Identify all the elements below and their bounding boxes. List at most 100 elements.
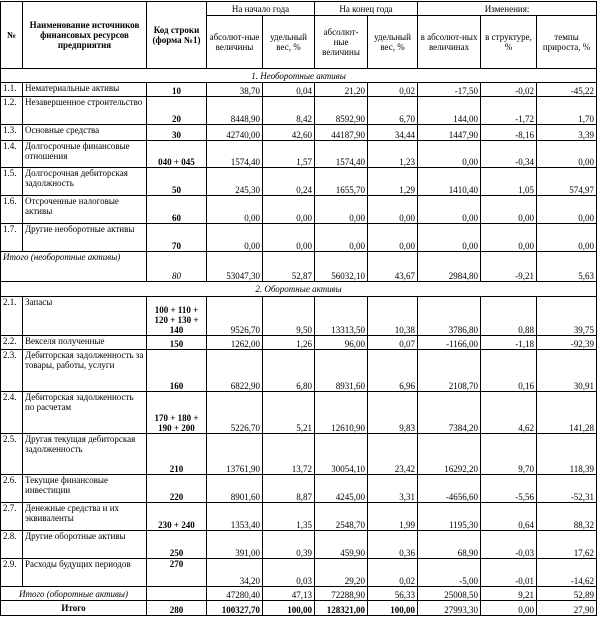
cell-share-end: 0,36	[367, 530, 419, 559]
cell-change-abs: 0,00	[417, 195, 482, 224]
cell-share-start: 13,72	[261, 433, 316, 475]
cell-abs-end: 8592,90	[314, 96, 369, 125]
row-index: 2.2.	[0, 335, 23, 350]
cell-abs-end: 128321,00	[314, 600, 369, 616]
cell-abs-start: 5226,70	[206, 391, 263, 434]
row-name: Другая текущая дебиторская задолженность	[22, 433, 147, 475]
row-index: 2.3.	[0, 349, 23, 392]
cell-change-rate: 30,91	[536, 349, 597, 392]
cell-change-abs: 2984,80	[417, 251, 482, 282]
header-name: Наименование источников финансовых ресур…	[22, 1, 147, 69]
row-name: Запасы	[22, 296, 147, 336]
cell-change-structure: 9,21	[480, 586, 538, 601]
row-index: 1.7.	[0, 223, 23, 252]
cell-share-end: 10,38	[367, 296, 419, 336]
cell-change-structure: 0,88	[480, 296, 538, 336]
row-code: 270	[146, 558, 207, 587]
cell-change-structure: -9,21	[480, 251, 538, 282]
cell-abs-start: 1262,00	[206, 335, 263, 350]
table-row: 2.6. Текущие финансовые инвестиции 220 8…	[0, 474, 597, 503]
cell-share-start: 6,80	[261, 349, 316, 392]
row-index: 1.3.	[0, 124, 23, 141]
header-changes: Изменения:	[417, 1, 597, 16]
header-abs-start: абсолют-ные величины	[206, 15, 263, 69]
cell-change-abs: 0,00	[417, 140, 482, 168]
section-title-noncurrent: 1. Необоротные активы	[0, 68, 597, 83]
row-code: 50	[146, 167, 207, 196]
cell-change-abs: 7384,20	[417, 391, 482, 434]
cell-change-structure: 0,64	[480, 502, 538, 531]
row-code: 160	[146, 349, 207, 392]
row-code: 80	[146, 251, 207, 282]
cell-abs-start: 391,00	[206, 530, 263, 559]
row-name: Долгосрочные финансовые отношения	[22, 140, 147, 168]
header-share-end: удельный вес, %	[367, 15, 419, 69]
cell-abs-start: 42740,00	[206, 124, 263, 141]
cell-change-abs: -4656,60	[417, 474, 482, 503]
row-name: Основные средства	[22, 124, 147, 141]
cell-abs-end: 30054,10	[314, 433, 369, 475]
cell-share-end: 3,31	[367, 474, 419, 503]
cell-share-end: 23,42	[367, 433, 419, 475]
cell-share-end: 43,67	[367, 251, 419, 282]
row-code: 70	[146, 223, 207, 252]
cell-abs-start: 0,00	[206, 195, 263, 224]
header-share-start: удельный вес, %	[261, 15, 316, 69]
row-code: 10	[146, 82, 207, 97]
cell-change-rate: 0,00	[536, 140, 597, 168]
total-row-noncurrent: Итого (необоротные активы) 80 53047,30 5…	[0, 251, 597, 282]
header-change-structure: в структуре, %	[480, 15, 538, 69]
table-row: 2.1. Запасы 100 + 110 + 120 + 130 + 140 …	[0, 296, 597, 336]
total-label: Итого (оборотные активы)	[0, 586, 147, 601]
row-code: 150	[146, 335, 207, 350]
cell-abs-end: 0,00	[314, 195, 369, 224]
cell-change-rate: 17,62	[536, 530, 597, 559]
cell-change-rate: 0,00	[536, 223, 597, 252]
table-row: 2.4. Дебиторская задолженность по расчет…	[0, 391, 597, 434]
cell-change-structure: 0,16	[480, 349, 538, 392]
row-code: 170 + 180 + 190 + 200	[146, 391, 207, 434]
cell-share-start: 0,03	[261, 558, 316, 587]
row-code: 040 + 045	[146, 140, 207, 168]
cell-share-start: 0,24	[261, 167, 316, 196]
row-index: 1.2.	[0, 96, 23, 125]
row-index: 2.8.	[0, 530, 23, 559]
cell-change-structure: 4,62	[480, 391, 538, 434]
row-code: 60	[146, 195, 207, 224]
cell-abs-start: 38,70	[206, 82, 263, 97]
row-code: 250	[146, 530, 207, 559]
cell-change-rate: 574,97	[536, 167, 597, 196]
table-row: 2.7. Денежные средства и их эквиваленты …	[0, 502, 597, 531]
row-code: 20	[146, 96, 207, 125]
cell-change-abs: 1410,40	[417, 167, 482, 196]
row-code: 100 + 110 + 120 + 130 + 140	[146, 296, 207, 336]
row-name: Нематериальные активы	[22, 82, 147, 97]
cell-abs-end: 56032,10	[314, 251, 369, 282]
cell-abs-end: 2548,70	[314, 502, 369, 531]
row-code: 280	[146, 600, 207, 616]
cell-change-structure: -0,03	[480, 530, 538, 559]
cell-change-rate: 39,75	[536, 296, 597, 336]
cell-abs-end: 0,00	[314, 223, 369, 252]
row-name: Дебиторская задолженность по расчетам	[22, 391, 147, 434]
cell-share-start: 0,00	[261, 223, 316, 252]
cell-abs-end: 21,20	[314, 82, 369, 97]
cell-change-structure: -1,18	[480, 335, 538, 350]
cell-share-start: 52,87	[261, 251, 316, 282]
row-name: Отсроченные налоговые активы	[22, 195, 147, 224]
cell-share-end: 9,83	[367, 391, 419, 434]
cell-share-start: 1,26	[261, 335, 316, 350]
table-row: 1.3. Основные средства 30 42740,00 42,60…	[0, 124, 597, 141]
header-start-year: На начало года	[205, 1, 316, 16]
header-change-rate: темпы прироста, %	[536, 15, 597, 69]
cell-abs-start: 9526,70	[206, 296, 263, 336]
cell-change-abs: 27993,30	[417, 600, 482, 616]
cell-abs-start: 100327,70	[206, 600, 263, 616]
header-code: Код строки (форма №1)	[146, 1, 207, 69]
table-row: 1.4. Долгосрочные финансовые отношения 0…	[0, 140, 597, 168]
cell-abs-end: 96,00	[314, 335, 369, 350]
cell-share-end: 100,00	[367, 600, 419, 616]
row-index: 2.5.	[0, 433, 23, 475]
table-row: 1.5. Долгосрочная дебиторская задолжност…	[0, 167, 597, 196]
cell-change-structure: -8,16	[480, 124, 538, 141]
